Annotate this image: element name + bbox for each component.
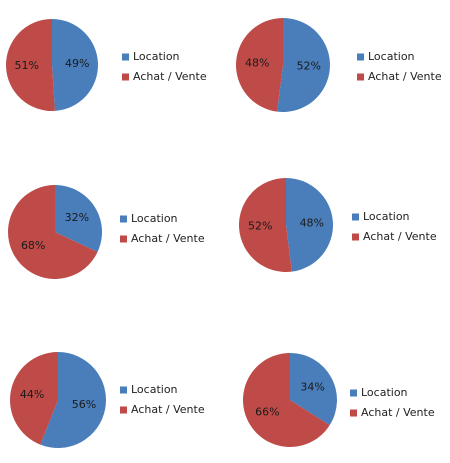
legend-swatch [352, 233, 359, 241]
legend-swatch [357, 53, 364, 61]
legend-swatch [120, 235, 127, 243]
slice-label: 66% [255, 405, 279, 418]
pie-slice [7, 185, 98, 279]
pie-slice [242, 353, 330, 447]
slice-label: 56% [72, 398, 96, 411]
pie-slice [9, 352, 58, 445]
legend-swatch [357, 73, 364, 81]
slice-label: 34% [300, 381, 324, 394]
legend-label: Location [363, 210, 410, 223]
legend-label: Location [133, 50, 180, 63]
pie-slice [239, 178, 292, 272]
slice-label: 52% [248, 220, 272, 233]
pie-slice [290, 353, 337, 426]
pie-slice [277, 18, 330, 112]
slice-label: 52% [297, 60, 321, 73]
legend-swatch [122, 53, 129, 61]
legend-label: Achat / Vente [133, 70, 207, 83]
slice-label: 32% [65, 211, 89, 224]
legend-swatch [120, 215, 127, 223]
slice-label: 44% [20, 388, 44, 401]
legend-swatch [120, 406, 127, 414]
legend-label: Location [368, 50, 415, 63]
legend-swatch [122, 73, 129, 81]
slice-label: 68% [21, 239, 45, 252]
legend-swatch [350, 409, 357, 417]
legend-swatch [350, 389, 357, 397]
pie-slice [286, 178, 334, 272]
pie-slice [55, 185, 102, 253]
slice-label: 49% [65, 57, 89, 70]
legend-label: Location [131, 383, 178, 396]
legend-label: Achat / Vente [131, 403, 205, 416]
pie-slice [235, 17, 283, 112]
legend-label: Achat / Vente [363, 230, 437, 243]
legend-swatch [120, 386, 127, 394]
legend-label: Achat / Vente [131, 232, 205, 245]
pie-slice [6, 19, 55, 111]
legend-label: Achat / Vente [361, 406, 435, 419]
slice-label: 51% [14, 59, 38, 72]
slice-label: 48% [245, 56, 269, 69]
legend-label: Location [131, 212, 178, 225]
slice-label: 48% [300, 216, 324, 229]
pie-slice [52, 19, 99, 111]
legend-label: Location [361, 386, 408, 399]
legend-swatch [352, 213, 359, 221]
legend-label: Achat / Vente [368, 70, 442, 83]
pie-slice [40, 352, 107, 448]
